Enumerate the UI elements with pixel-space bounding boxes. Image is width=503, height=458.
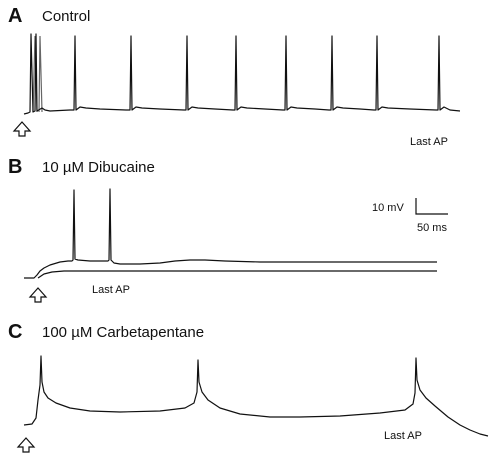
panel-c-letter: C <box>8 321 23 343</box>
panel-a-trace <box>23 33 461 115</box>
scale-bar-time-label: 50 ms <box>417 222 447 234</box>
panel-c-trace <box>23 355 489 437</box>
panel-a-stimulus-arrow-icon <box>12 121 32 137</box>
scale-bar-voltage-label: 10 mV <box>372 202 404 214</box>
panel-b-last-ap-label: Last AP <box>92 284 130 296</box>
panel-b-letter: B <box>8 156 23 178</box>
scale-bar <box>415 198 448 215</box>
panel-b-title: 10 µM Dibucaine <box>42 159 155 176</box>
panel-a-letter: A <box>8 5 23 27</box>
panel-c-stimulus-arrow-icon <box>16 437 36 453</box>
panel-b-stimulus-arrow-icon <box>28 287 48 303</box>
panel-c-title: 100 µM Carbetapentane <box>42 324 205 341</box>
panel-a-title: Control <box>42 8 91 25</box>
panel-c-last-ap-label: Last AP <box>384 430 422 442</box>
panel-a-last-ap-label: Last AP <box>410 136 448 148</box>
panel-b-trace <box>24 188 437 279</box>
